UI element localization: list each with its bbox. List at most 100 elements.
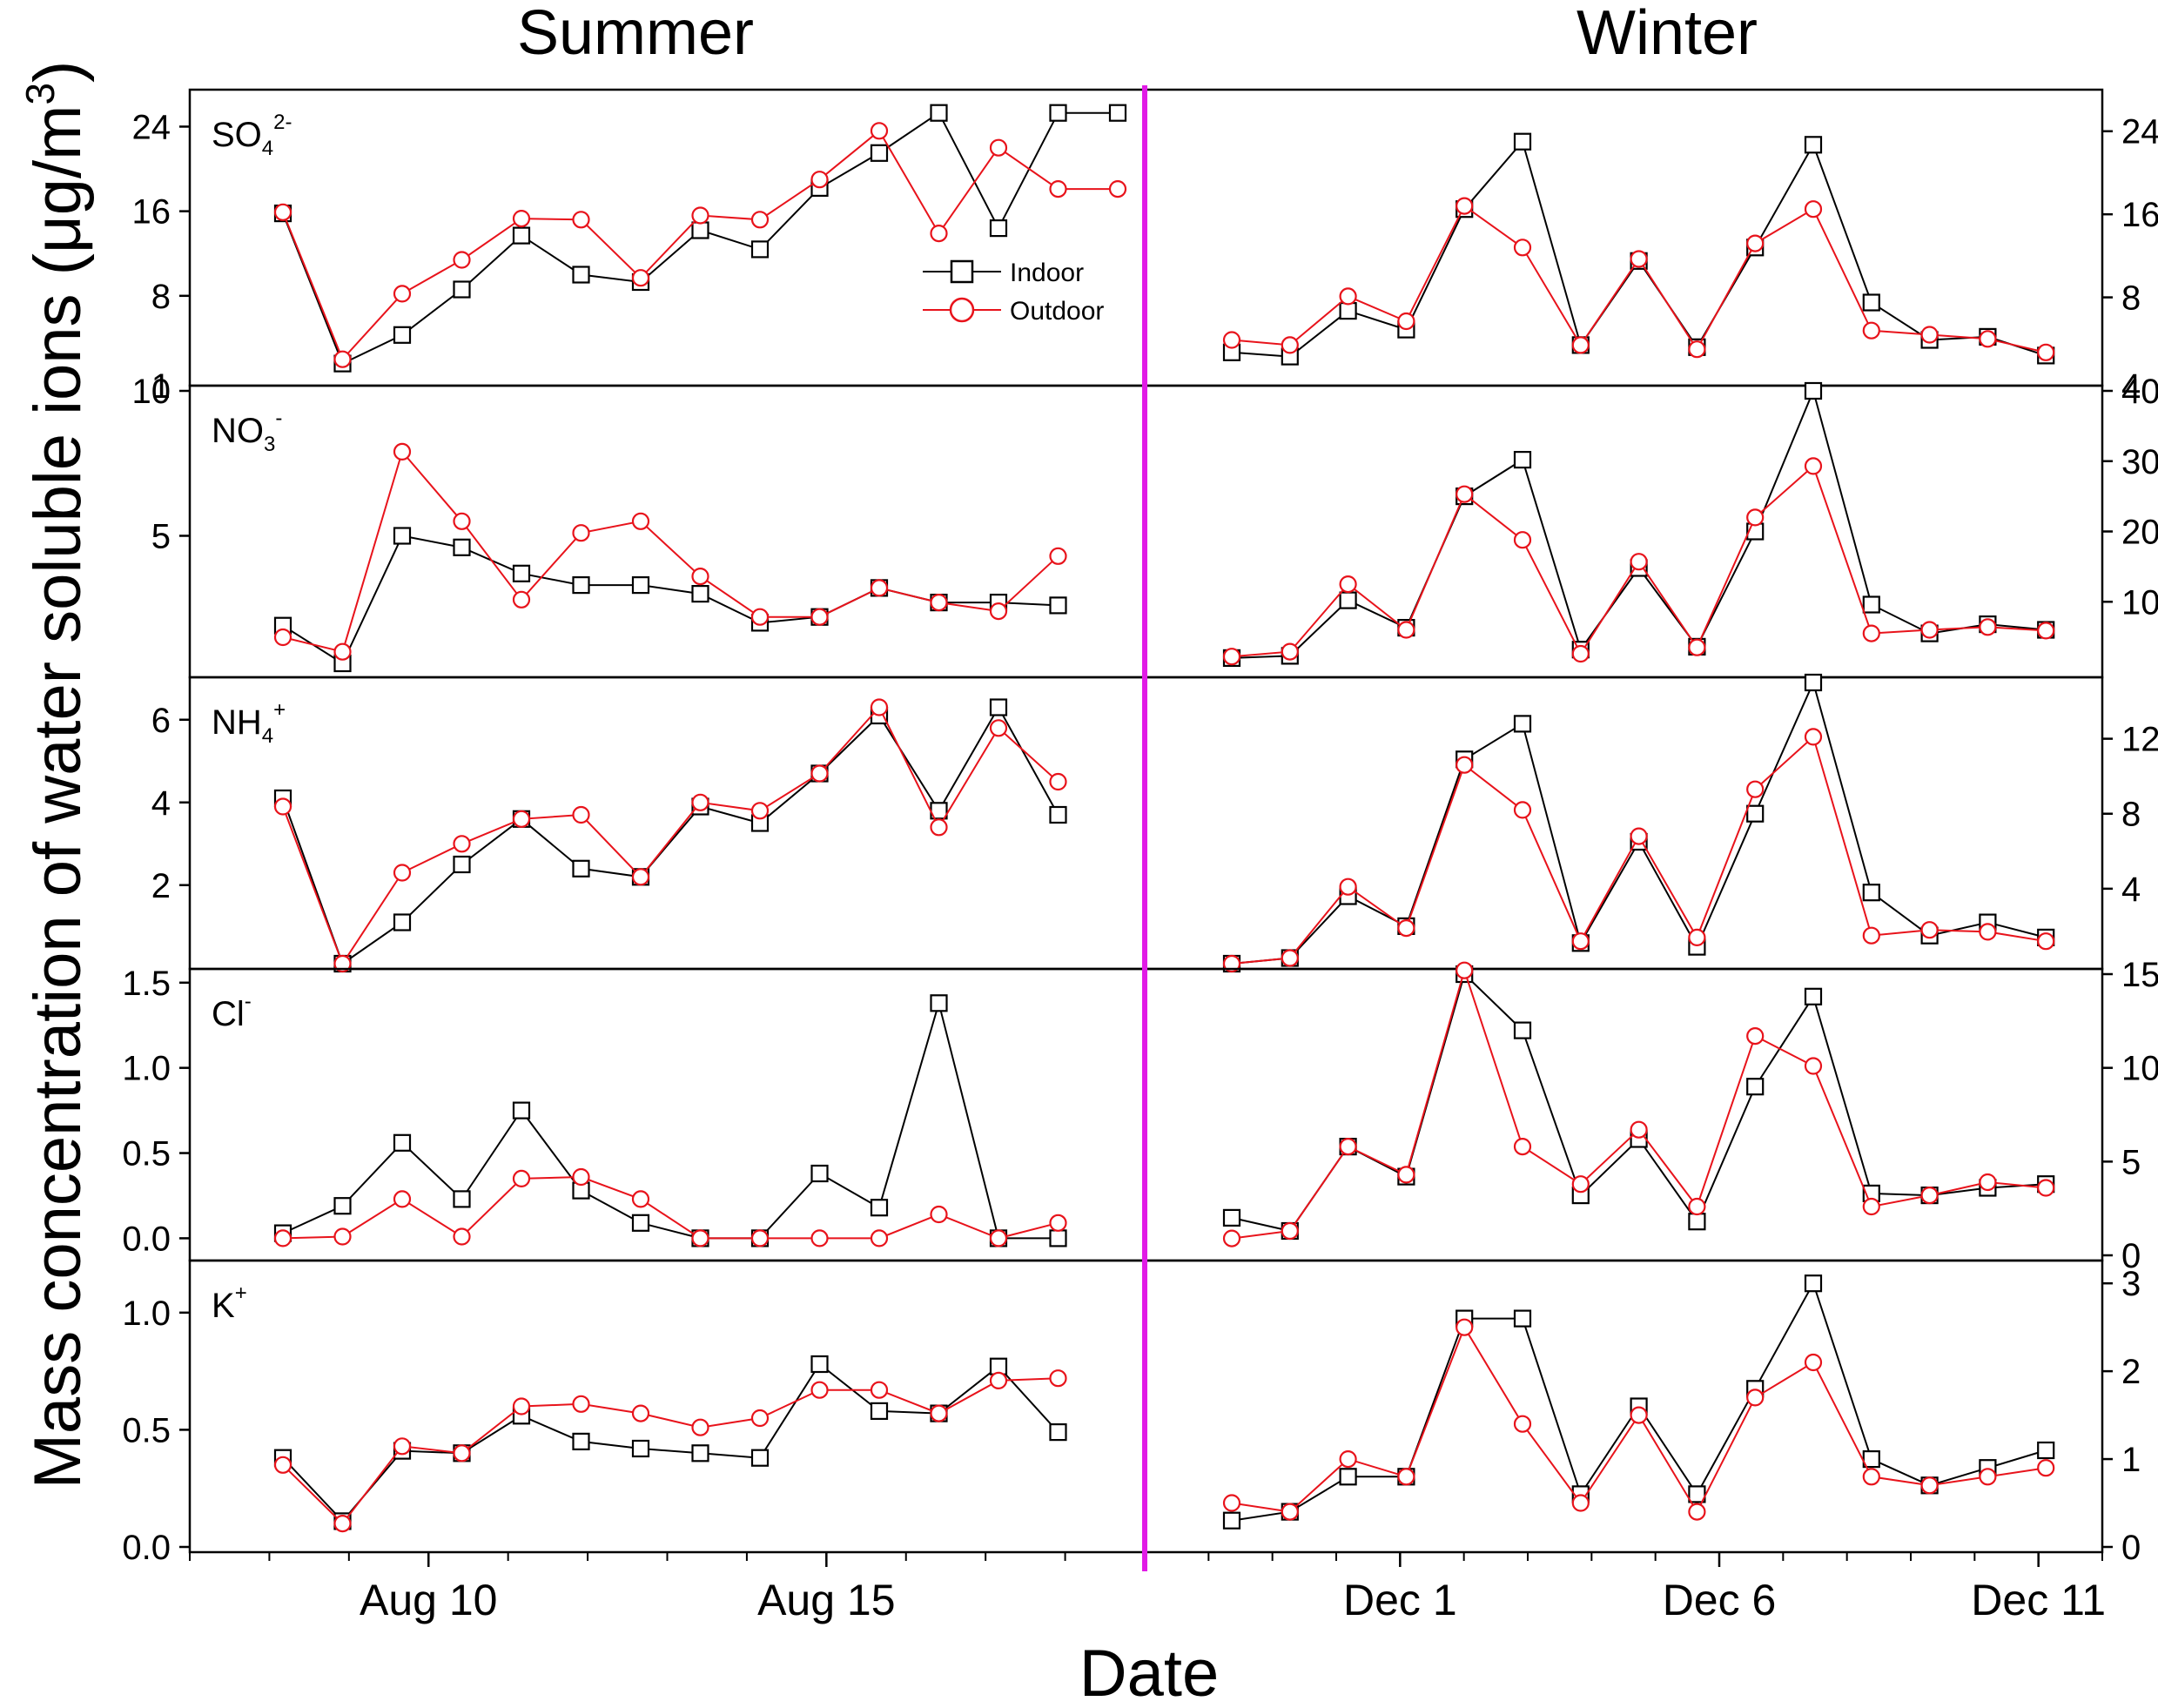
outdoor-series-line	[282, 705, 1059, 966]
outdoor-series-marker	[989, 1371, 1008, 1390]
outdoor-series-marker	[333, 1227, 352, 1246]
y-tick-label: 16	[132, 193, 171, 232]
outdoor-series-marker	[1513, 801, 1532, 819]
winter-title: Winter	[1576, 0, 1758, 68]
outdoor-series-marker	[1804, 1353, 1823, 1372]
y-tick-label: 1.5	[122, 965, 171, 1003]
outdoor-series-marker	[1746, 508, 1765, 527]
y-axis-title-text: Mass concentration of water soluble ions…	[21, 105, 95, 1489]
outdoor-series-marker	[989, 602, 1008, 621]
indoor-series-marker	[453, 280, 471, 299]
ion-label: NO3-	[212, 407, 282, 456]
outdoor-series-marker	[572, 805, 590, 824]
outdoor-series-marker	[273, 1456, 292, 1474]
outdoor-series-marker	[1513, 239, 1532, 257]
indoor-series-marker	[691, 1444, 709, 1463]
y-tick-label: 6	[151, 702, 171, 740]
outdoor-series-marker	[2037, 932, 2055, 951]
y-tick-label: 20	[2121, 514, 2158, 552]
outdoor-series-marker	[1979, 330, 1997, 348]
outdoor-series-marker	[1862, 926, 1880, 945]
legend-indoor-label: Indoor	[1010, 259, 1084, 287]
indoor-series-marker	[1339, 1468, 1357, 1486]
ion-label: SO42-	[212, 111, 292, 160]
indoor-series-marker	[1804, 1274, 1823, 1293]
y-tick-label: 1	[151, 367, 171, 406]
x-tick-label: Dec 1	[1343, 1576, 1457, 1624]
indoor-series-marker	[572, 1432, 590, 1451]
outdoor-series-marker	[750, 211, 770, 229]
indoor-series-marker	[631, 1214, 650, 1232]
outdoor-series-marker	[453, 835, 471, 853]
outdoor-series-marker	[870, 1381, 889, 1399]
outdoor-series-marker	[1571, 644, 1590, 663]
outdoor-series-marker	[691, 793, 709, 811]
indoor-series-marker	[512, 226, 531, 245]
y-tick-label: 10	[132, 373, 171, 411]
indoor-series-marker	[1746, 804, 1765, 823]
outdoor-series-marker	[1920, 326, 1939, 344]
outdoor-series-marker	[631, 1404, 650, 1422]
y-tick-label: 0.5	[122, 1411, 171, 1449]
outdoor-series-marker	[1513, 1415, 1532, 1433]
outdoor-series-marker	[810, 1381, 829, 1399]
y-tick-label: 8	[151, 278, 171, 316]
outdoor-series-marker	[870, 122, 889, 140]
indoor-series-marker	[870, 1402, 889, 1421]
outdoor-series-line	[282, 1175, 1059, 1240]
outdoor-series-marker	[1979, 923, 1997, 941]
outdoor-series-marker	[930, 1404, 948, 1422]
indoor-series-marker	[512, 564, 531, 582]
x-tick-label: Dec 6	[1663, 1576, 1777, 1624]
outdoor-series-marker	[1920, 621, 1939, 639]
panel-no-summer: 5 10	[132, 373, 1146, 679]
y-tick-label: 30	[2121, 443, 2158, 481]
indoor-series-line	[1231, 387, 2047, 659]
y-tick-label: 1.0	[122, 1050, 171, 1088]
y-tick-label: 24	[132, 108, 171, 146]
outdoor-series-marker	[1049, 772, 1067, 791]
outdoor-series-marker	[393, 442, 412, 461]
outdoor-series-marker	[1862, 624, 1880, 642]
y-tick-label: 2	[2121, 1353, 2141, 1391]
outdoor-series-marker	[930, 593, 948, 612]
y-tick-label: 10	[2121, 583, 2158, 622]
x-tick-label: Aug 10	[360, 1576, 497, 1624]
outdoor-series-marker	[1339, 1449, 1357, 1469]
indoor-series-marker	[1049, 805, 1067, 824]
outdoor-series-marker	[750, 1229, 770, 1247]
ion-label: K+	[212, 1281, 247, 1325]
outdoor-series-marker	[393, 1437, 412, 1456]
y-tick-label: 3	[2121, 1265, 2141, 1303]
outdoor-series-marker	[2037, 1179, 2055, 1197]
outdoor-series-marker	[1630, 553, 1648, 571]
legend-outdoor-label: Outdoor	[1010, 297, 1104, 326]
outdoor-series-marker	[1804, 200, 1823, 219]
indoor-series-marker	[572, 266, 590, 284]
outdoor-series-marker	[512, 810, 531, 828]
outdoor-series-marker	[1339, 287, 1357, 306]
outdoor-series-marker	[1804, 457, 1823, 475]
y-tick-label: 0.0	[122, 1220, 171, 1258]
outdoor-series-marker	[273, 1229, 292, 1247]
outdoor-series-marker	[1339, 878, 1357, 896]
plot-area: 816241816244SO42-51010203040NO3-2464812N…	[122, 88, 2158, 1624]
outdoor-series-marker	[1746, 1026, 1765, 1046]
indoor-series-marker	[1746, 1078, 1765, 1096]
outdoor-series-marker	[1222, 331, 1241, 349]
y-tick-label: 0	[2121, 1529, 2141, 1567]
outdoor-series-marker	[1397, 621, 1415, 639]
panel-so-summer: 8 16 24 1	[132, 88, 1146, 406]
outdoor-series-marker	[1688, 1197, 1706, 1216]
outdoor-series-marker	[1222, 1229, 1241, 1247]
indoor-series-marker	[393, 326, 412, 344]
outdoor-series-marker	[1049, 180, 1067, 198]
panel-nh-winter: 4 8 12	[1143, 673, 2158, 973]
outdoor-series-marker	[1455, 756, 1474, 774]
indoor-series-marker	[572, 575, 590, 595]
panel-k-summer: 0.0 0.5 1.0	[122, 1259, 1146, 1567]
y-tick-label: 8	[2121, 279, 2141, 318]
outdoor-series-marker	[453, 1227, 471, 1246]
indoor-series-marker	[393, 527, 412, 545]
outdoor-series-marker	[1513, 531, 1532, 549]
